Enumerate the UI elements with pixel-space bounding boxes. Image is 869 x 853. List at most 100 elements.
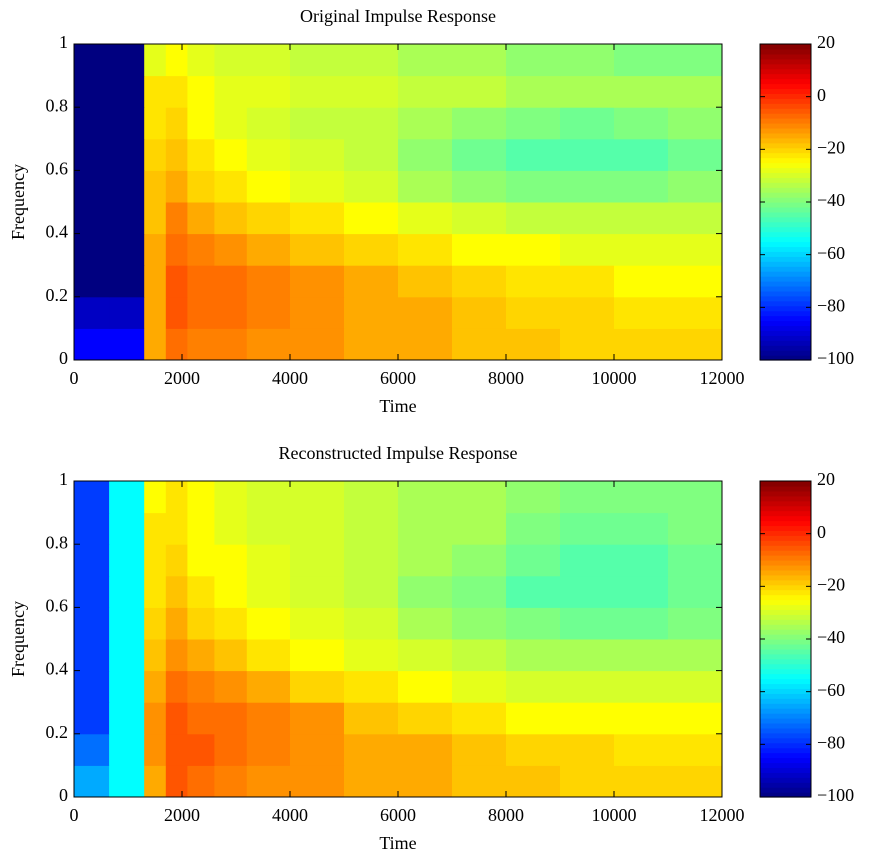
colorbar-swatch [760, 103, 811, 109]
heatmap-cell [109, 607, 145, 640]
heatmap-cell [560, 44, 615, 77]
colorbar-swatch [760, 152, 811, 159]
heatmap-cell [165, 75, 188, 108]
heatmap-cell [506, 670, 561, 703]
heatmap-cell [109, 639, 145, 672]
heatmap-cell [187, 670, 215, 703]
x-tick-label: 0 [70, 368, 79, 388]
heatmap-cell [398, 75, 453, 108]
colorbar-swatch [760, 211, 811, 218]
colorbar-swatch [760, 481, 811, 487]
heatmap-cell [452, 328, 507, 361]
colorbar-swatch [760, 589, 811, 596]
colorbar-tick-label: −100 [817, 348, 854, 368]
heatmap-cell [614, 765, 669, 798]
heatmap-cell [560, 481, 615, 514]
heatmap-cell [187, 296, 215, 329]
heatmap-cell [344, 481, 399, 514]
heatmap-cell [290, 639, 345, 672]
heatmap-cell [560, 512, 615, 545]
heatmap-cell [398, 328, 453, 361]
heatmap-cell [452, 702, 507, 735]
heatmap-cell [398, 265, 453, 298]
heatmap-cell [452, 575, 507, 608]
heatmap-cell [74, 138, 110, 171]
heatmap-cell [109, 170, 145, 203]
heatmap-cell [398, 202, 453, 235]
heatmap-cell [74, 328, 110, 361]
heatmap-cell [144, 265, 167, 298]
heatmap-cell [452, 170, 507, 203]
colorbar-swatch [760, 560, 811, 566]
y-tick-label: 0.6 [46, 159, 69, 179]
heatmap-cell [165, 639, 188, 672]
colorbar-swatch [760, 108, 811, 114]
heatmap-cell [144, 575, 167, 608]
colorbar-swatch [760, 787, 811, 793]
heatmap-cell [344, 544, 399, 577]
heatmap-cell [165, 107, 188, 140]
heatmap-cell [109, 481, 145, 514]
heatmap-cell [344, 138, 399, 171]
heatmap-cell [398, 296, 453, 329]
heatmap-cell [560, 639, 615, 672]
heatmap-cell [452, 138, 507, 171]
heatmap-cell [74, 170, 110, 203]
heatmap-cell [398, 639, 453, 672]
heatmap-cell [560, 107, 615, 140]
colorbar-swatch [760, 535, 811, 541]
heatmap-cell [214, 75, 248, 108]
colorbar-swatch [760, 485, 811, 492]
x-axis-label: Time [379, 396, 416, 416]
heatmap-cell [144, 202, 167, 235]
colorbar-tick-label: 0 [817, 522, 826, 542]
heatmap-cell [246, 233, 291, 266]
heatmap-cell [344, 639, 399, 672]
heatmap-cell [74, 575, 110, 608]
heatmap-cell [214, 575, 248, 608]
colorbar-swatch [760, 614, 811, 620]
heatmap-cell [290, 265, 345, 298]
colorbar-swatch [760, 147, 811, 154]
heatmap-cell [452, 670, 507, 703]
colorbar-swatch [760, 653, 811, 660]
heatmap-cell [109, 765, 145, 798]
colorbar-swatch [760, 98, 811, 104]
heatmap-cell [344, 107, 399, 140]
colorbar-swatch [760, 629, 811, 635]
heatmap-cell [452, 765, 507, 798]
heatmap-cell [109, 575, 145, 608]
heatmap-cell [144, 170, 167, 203]
colorbar-swatch [760, 290, 811, 297]
heatmap-cell [398, 670, 453, 703]
heatmap-cell [506, 512, 561, 545]
heatmap-cell [344, 512, 399, 545]
colorbar-swatch [760, 727, 811, 734]
heatmap-cell [165, 233, 188, 266]
colorbar-swatch [760, 698, 811, 704]
heatmap-cell [668, 512, 723, 545]
colorbar-swatch [760, 88, 811, 94]
heatmap-cell [344, 765, 399, 798]
heatmap-cell [506, 170, 561, 203]
heatmap-cell [344, 328, 399, 361]
heatmap-cell [165, 607, 188, 640]
colorbar-swatch [760, 777, 811, 783]
heatmap-cell [144, 75, 167, 108]
heatmap-cell [144, 481, 167, 514]
heatmap-cell [560, 607, 615, 640]
colorbar-swatch [760, 330, 811, 336]
heatmap-cell [290, 233, 345, 266]
heatmap-cell [452, 44, 507, 77]
heatmap-cell [290, 170, 345, 203]
heatmap-cell [144, 544, 167, 577]
heatmap-cell [506, 607, 561, 640]
heatmap-cell [506, 107, 561, 140]
colorbar-swatch [760, 648, 811, 655]
colorbar-swatch [760, 703, 811, 709]
heatmap-cell [109, 733, 145, 766]
chart-title: Reconstructed Impulse Response [279, 443, 518, 463]
heatmap-cell [74, 702, 110, 735]
heatmap-cell [165, 512, 188, 545]
colorbar-swatch [760, 643, 811, 650]
